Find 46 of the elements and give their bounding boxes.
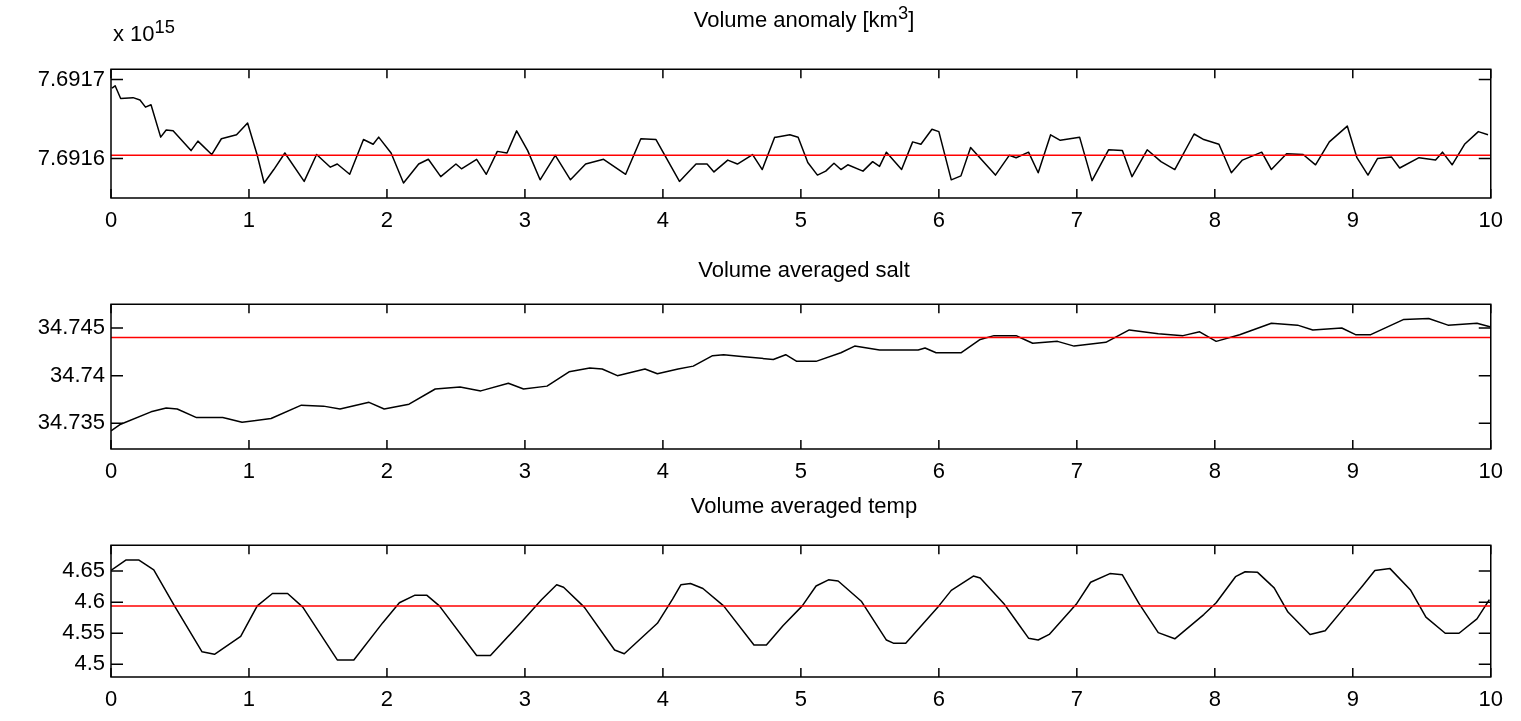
x-tick-label: 3 (518, 686, 532, 712)
x-tick-label: 5 (794, 686, 808, 712)
x-tick-label: 5 (794, 458, 808, 484)
x-tick-label: 1 (242, 686, 256, 712)
x-tick-label: 9 (1346, 207, 1359, 233)
x-tick-label: 8 (1208, 686, 1221, 712)
y-tick-label: 4.55 (62, 619, 105, 645)
y-tick-label: 7.6917 (37, 65, 105, 91)
x-tick-label: 7 (1070, 207, 1083, 233)
x-tick-label: 5 (794, 207, 808, 233)
x-tick-label: 0 (104, 207, 118, 233)
y-tick-label: 34.745 (37, 314, 105, 340)
x-tick-label: 8 (1208, 207, 1221, 233)
x-tick-label: 4 (656, 458, 670, 484)
text: x 10$^{15}$ (113, 16, 175, 48)
chart-title: Volume anomaly [km$^{3}$] (693, 2, 915, 33)
x-tick-label: 3 (518, 207, 532, 233)
x-tick-label: 2 (380, 686, 394, 712)
x-tick-label: 10 (1478, 686, 1504, 712)
x-tick-label: 1 (242, 207, 256, 233)
x-tick-label: 0 (104, 686, 118, 712)
x-tick-label: 10 (1478, 458, 1504, 484)
x-tick-label: 10 (1478, 207, 1504, 233)
x-tick-label: 6 (932, 686, 945, 712)
x-tick-label: 4 (656, 686, 670, 712)
x-tick-label: 6 (932, 458, 945, 484)
x-tick-label: 7 (1070, 458, 1083, 484)
x-tick-label: 0 (104, 458, 118, 484)
chart-title: Volume averaged temp (689, 493, 919, 519)
x-tick-label: 8 (1208, 458, 1221, 484)
y-tick-label: 34.74 (49, 361, 105, 387)
y-tick-label: 4.5 (74, 650, 105, 676)
y-tick-label: 4.6 (74, 588, 105, 614)
x-tick-label: 9 (1346, 458, 1359, 484)
x-tick-label: 6 (932, 207, 945, 233)
x-tick-label: 9 (1346, 686, 1359, 712)
chart-title: Volume averaged salt (697, 257, 911, 283)
x-tick-label: 2 (380, 458, 394, 484)
x-tick-label: 3 (518, 458, 532, 484)
y-tick-label: 4.65 (62, 557, 105, 583)
y-tick-label: 7.6916 (37, 144, 105, 170)
x-tick-label: 2 (380, 207, 394, 233)
x-tick-label: 7 (1070, 686, 1083, 712)
x-tick-label: 4 (656, 207, 670, 233)
y-tick-label: 34.735 (37, 409, 105, 435)
x-tick-label: 1 (242, 458, 256, 484)
